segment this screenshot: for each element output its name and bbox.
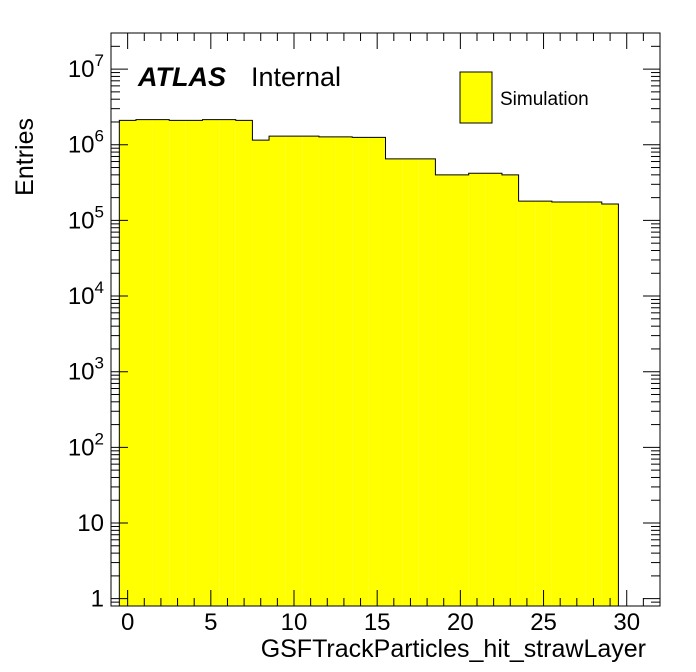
histogram-bar <box>235 120 253 607</box>
histogram-bar <box>601 203 619 606</box>
x-tick-label: 0 <box>121 609 134 636</box>
x-axis-title: GSFTrackParticles_hit_strawLayer <box>261 635 646 663</box>
histogram-bar <box>269 136 286 606</box>
histogram-bar <box>119 120 136 607</box>
plot-frame <box>110 32 661 607</box>
histogram-bar <box>219 119 236 606</box>
x-tick-label: 30 <box>613 609 640 636</box>
histogram-bar <box>335 136 353 606</box>
histogram-bar <box>518 201 536 606</box>
x-tick-label: 15 <box>364 609 391 636</box>
y-tick-label: 107 <box>68 51 104 83</box>
histogram-bar <box>135 119 153 606</box>
histogram-bar <box>402 158 419 607</box>
y-tick-label: 105 <box>68 202 104 234</box>
y-tick-label: 104 <box>68 278 104 310</box>
y-axis-title: Entries <box>11 118 39 196</box>
y-tick-label: 10 <box>77 510 104 537</box>
x-tick-label: 20 <box>447 609 474 636</box>
histogram-bar <box>385 158 403 607</box>
legend-swatch <box>459 71 493 124</box>
axis-ticks <box>110 32 661 607</box>
histogram-bars <box>118 119 619 607</box>
histogram-bar <box>285 136 303 606</box>
histogram-bar <box>368 137 386 606</box>
y-tick-label: 106 <box>68 127 104 159</box>
histogram-bar <box>302 136 319 606</box>
histogram-bar <box>535 201 552 606</box>
histogram-bar <box>585 202 602 606</box>
x-tick-label: 25 <box>530 609 557 636</box>
histogram-bar <box>169 120 186 607</box>
histogram-bar <box>452 174 469 606</box>
histogram-bar <box>185 120 203 607</box>
histogram-outline <box>118 119 619 606</box>
legend-label: Simulation <box>500 89 589 110</box>
legend: Simulation <box>459 71 589 124</box>
histogram-bar <box>501 174 519 606</box>
internal-label: Internal <box>251 62 341 92</box>
histogram-bar <box>485 173 502 607</box>
tick-labels: 0 5 10 15 20 25 30 1 10 102 103 104 105 106 107 <box>68 51 640 636</box>
y-tick-label: 1 <box>91 586 104 613</box>
histogram-bar <box>435 174 453 606</box>
y-tick-label: 102 <box>68 429 104 461</box>
histogram-bar <box>468 173 486 607</box>
histogram-bar <box>202 119 220 606</box>
histogram-bar <box>152 119 170 606</box>
histogram-bar <box>252 140 270 606</box>
histogram-bar <box>318 136 336 606</box>
histogram-bar <box>352 137 369 606</box>
atlas-label: ATLAS <box>137 62 226 92</box>
histogram-bar <box>418 158 436 607</box>
histogram-bar <box>568 202 586 606</box>
histogram-bar <box>551 202 569 606</box>
y-tick-label: 103 <box>68 354 104 386</box>
x-tick-label: 10 <box>281 609 308 636</box>
x-tick-label: 5 <box>204 609 217 636</box>
